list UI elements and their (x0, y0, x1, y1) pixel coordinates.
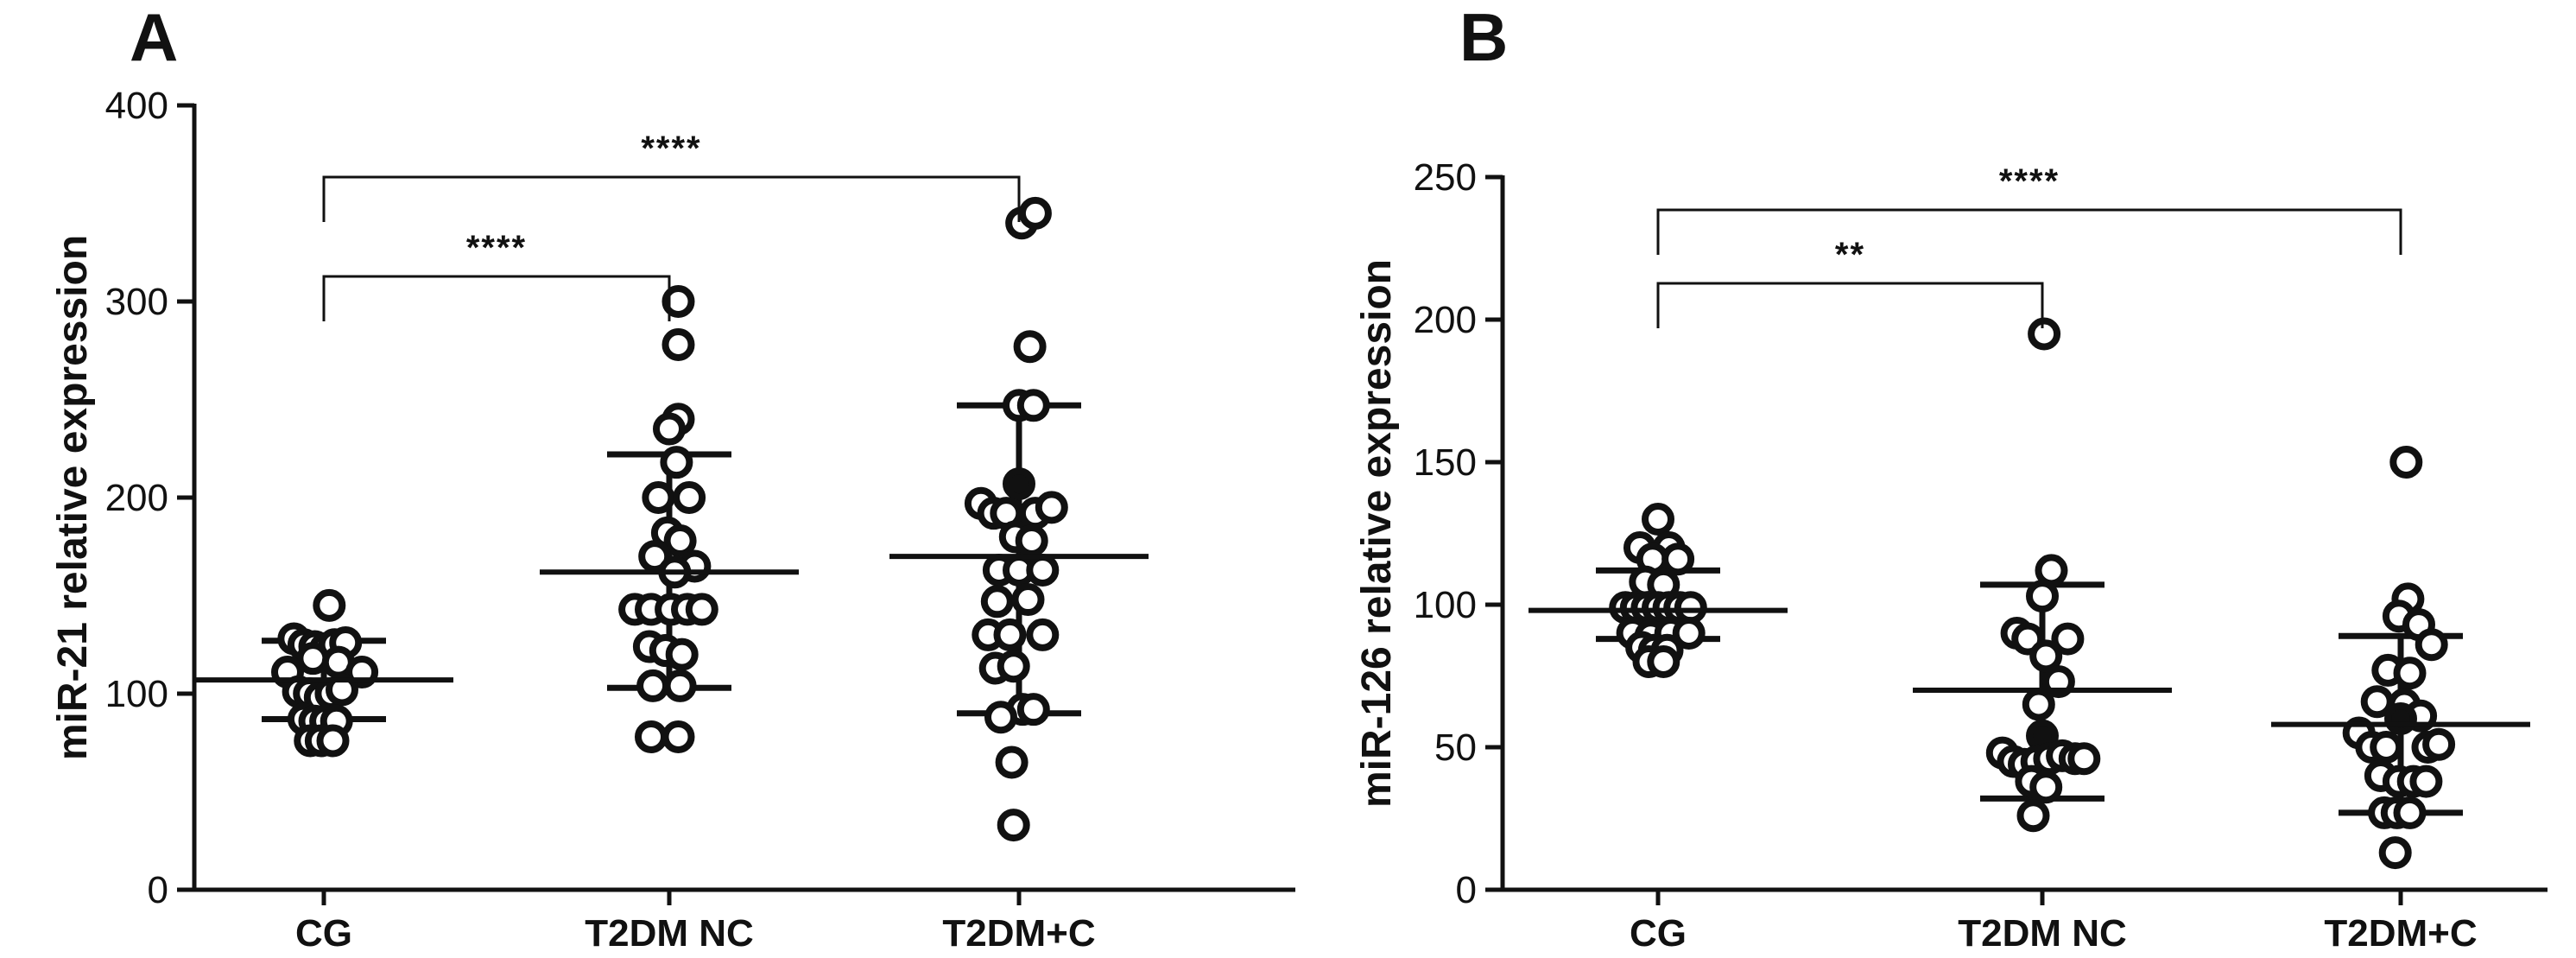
data-point (2022, 688, 2055, 721)
series-cg (1529, 503, 1788, 678)
series-t2dm-c (889, 196, 1149, 842)
series-t2dm-c (2271, 446, 2530, 870)
panel-label: A (130, 0, 178, 75)
data-point (2067, 742, 2101, 776)
data-point (2378, 836, 2412, 870)
data-point (661, 327, 695, 361)
series-t2dm-nc (1913, 317, 2172, 833)
x-tick-label: T2DM+C (2324, 912, 2477, 955)
x-tick-label: T2DM NC (1958, 912, 2127, 955)
y-tick-label: 200 (105, 477, 168, 519)
significance-label: **** (466, 229, 527, 267)
data-point (1026, 618, 1060, 651)
data-point (665, 638, 699, 671)
data-point (2360, 685, 2394, 719)
data-point (663, 523, 697, 557)
y-tick-label: 100 (105, 673, 168, 715)
y-tick-label: 0 (148, 869, 168, 911)
data-point (2026, 580, 2059, 613)
data-point (997, 650, 1030, 683)
data-point (685, 593, 718, 626)
data-point (2422, 727, 2456, 761)
data-point (653, 412, 686, 446)
data-point (2028, 317, 2061, 351)
data-point (2393, 796, 2427, 829)
y-tick-label: 250 (1414, 156, 1477, 199)
data-point (1026, 553, 1060, 587)
data-point (1674, 591, 1707, 625)
y-tick-label: 50 (1434, 726, 1477, 769)
data-point (296, 642, 330, 676)
significance-label: **** (641, 130, 701, 168)
significance-bracket (322, 275, 671, 321)
y-axis-label: miR-21 relative expression (50, 235, 96, 760)
data-point (984, 701, 1017, 734)
data-point (2393, 657, 2427, 690)
data-point (2384, 702, 2417, 735)
series-cg (194, 588, 453, 758)
data-point (2389, 446, 2423, 479)
series-t2dm-nc (540, 285, 799, 753)
data-point (997, 809, 1030, 842)
y-tick-label: 100 (1414, 584, 1477, 626)
data-point (1018, 196, 1052, 230)
data-point (1003, 467, 1035, 501)
data-point (2051, 622, 2085, 656)
data-point (316, 724, 350, 758)
data-point (1647, 645, 1680, 678)
significance-label: ** (1835, 236, 1865, 274)
data-point (1661, 542, 1695, 576)
data-point (2016, 799, 2050, 833)
x-tick-label: T2DM+C (942, 912, 1095, 955)
data-point (2029, 771, 2063, 804)
data-point (642, 481, 675, 514)
data-point (1672, 617, 1706, 650)
data-point (1642, 503, 1674, 536)
data-point (660, 446, 693, 479)
data-point (2035, 554, 2068, 587)
significance-bracket (1656, 282, 2044, 328)
y-axis-label: miR-126 relative expression (1354, 259, 1400, 808)
y-tick-label: 200 (1414, 299, 1477, 341)
data-point (980, 585, 1014, 619)
data-point (1035, 491, 1068, 524)
data-point (313, 588, 346, 622)
panel-label: B (1459, 0, 1508, 75)
data-point (2370, 731, 2403, 764)
data-point (995, 745, 1029, 779)
data-point (635, 720, 668, 753)
data-point (673, 481, 706, 514)
x-tick-label: CG (1630, 912, 1687, 955)
data-point (663, 669, 697, 702)
data-point (661, 285, 695, 318)
significance-bracket (1656, 208, 2402, 255)
x-tick-label: CG (295, 912, 352, 955)
y-tick-label: 0 (1456, 869, 1477, 911)
y-tick-label: 300 (105, 281, 168, 323)
x-tick-label: T2DM NC (585, 912, 754, 955)
y-tick-label: 150 (1414, 441, 1477, 484)
data-point (993, 618, 1027, 651)
data-point (1013, 330, 1047, 364)
data-point (326, 673, 358, 707)
data-point (2415, 628, 2448, 662)
data-point (2409, 764, 2443, 798)
significance-bracket (322, 175, 1021, 222)
data-point (661, 720, 695, 753)
data-point (1015, 523, 1048, 557)
data-point (1016, 693, 1050, 726)
data-point (1011, 583, 1045, 617)
data-point (636, 669, 670, 702)
data-point (1016, 389, 1050, 422)
significance-label: **** (1999, 162, 2060, 200)
data-point (2029, 639, 2063, 673)
y-tick-label: 400 (105, 85, 168, 127)
